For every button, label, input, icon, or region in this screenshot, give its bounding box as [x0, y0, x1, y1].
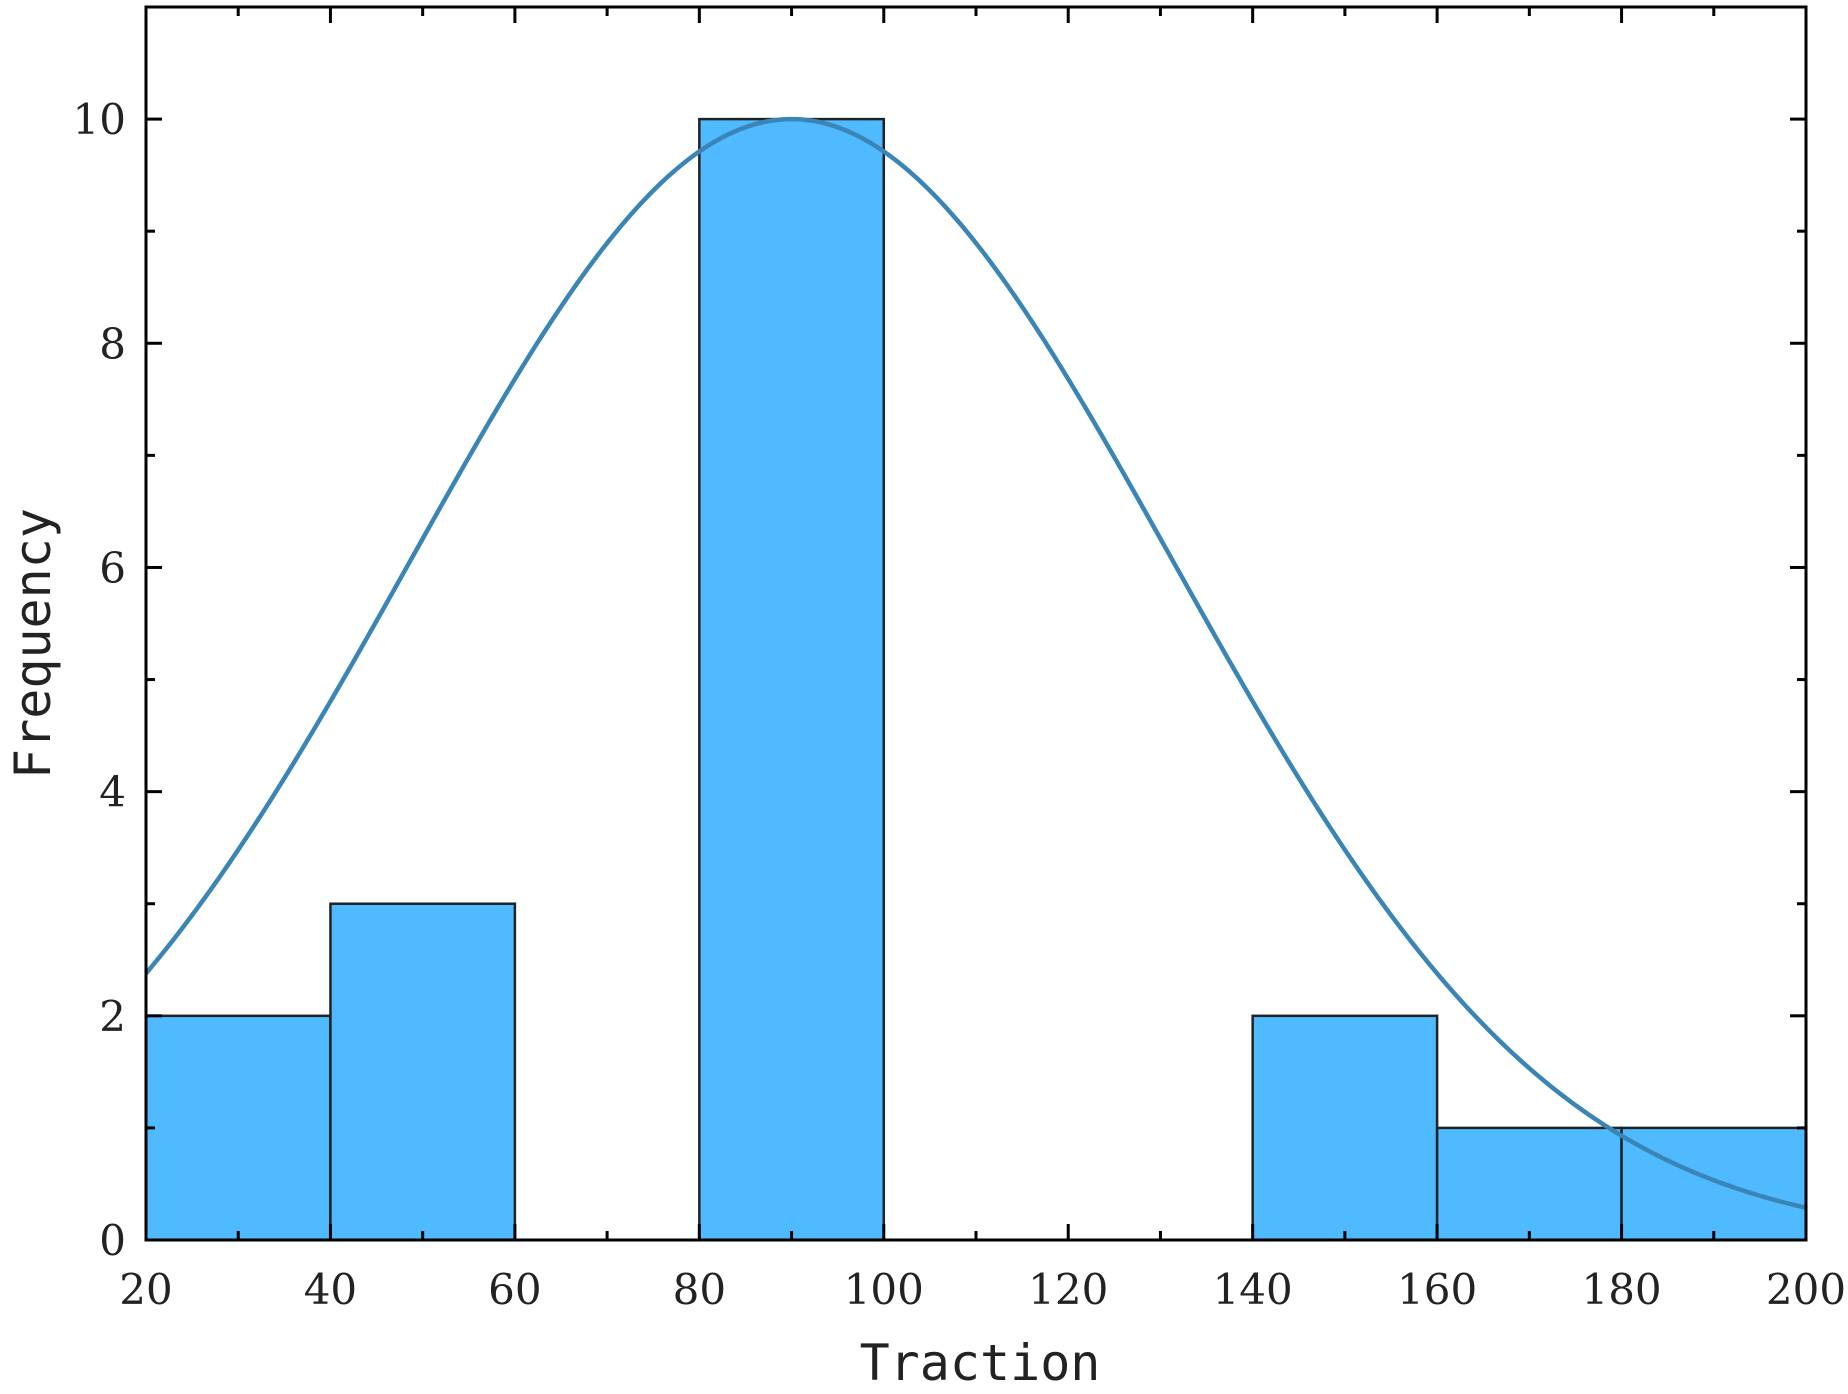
- x-axis-title: Traction: [860, 1334, 1101, 1392]
- x-tick-label: 140: [1213, 1265, 1293, 1314]
- histogram-bar-80-100: [698, 117, 886, 1242]
- x-tick-label: 60: [488, 1265, 541, 1314]
- y-tick-label: 8: [99, 319, 126, 368]
- y-axis-tick-labels: 0 2 4 6 8 10: [73, 95, 126, 1265]
- normal-fit-curve: [144, 116, 1807, 1210]
- histogram-bar-20-40: [144, 1014, 332, 1242]
- plot-frame: [144, 5, 1808, 1242]
- y-axis-title: Frequency: [4, 508, 62, 779]
- x-axis-tick-labels: 20 40 60 80 100 120 140 160 180 200: [119, 1265, 1846, 1314]
- x-tick-label: 100: [844, 1265, 924, 1314]
- histogram-bar-180-200: [1620, 1126, 1808, 1242]
- x-tick-label: 200: [1766, 1265, 1846, 1314]
- y-tick-label: 0: [99, 1216, 126, 1265]
- y-tick-label: 2: [99, 992, 126, 1041]
- x-tick-label: 80: [673, 1265, 726, 1314]
- histogram-bar-40-60: [329, 902, 517, 1242]
- y-tick-label: 10: [73, 95, 126, 144]
- y-tick-label: 6: [99, 543, 126, 592]
- histogram-bar-160-180: [1435, 1126, 1623, 1242]
- histogram-bars: [144, 117, 1808, 1242]
- x-tick-label: 160: [1397, 1265, 1477, 1314]
- x-tick-label: 120: [1028, 1265, 1108, 1314]
- x-tick-label: 40: [304, 1265, 357, 1314]
- x-tick-label: 180: [1581, 1265, 1661, 1314]
- histogram-bar-140-160: [1251, 1014, 1439, 1242]
- y-tick-label: 4: [99, 768, 126, 817]
- x-tick-label: 20: [119, 1265, 172, 1314]
